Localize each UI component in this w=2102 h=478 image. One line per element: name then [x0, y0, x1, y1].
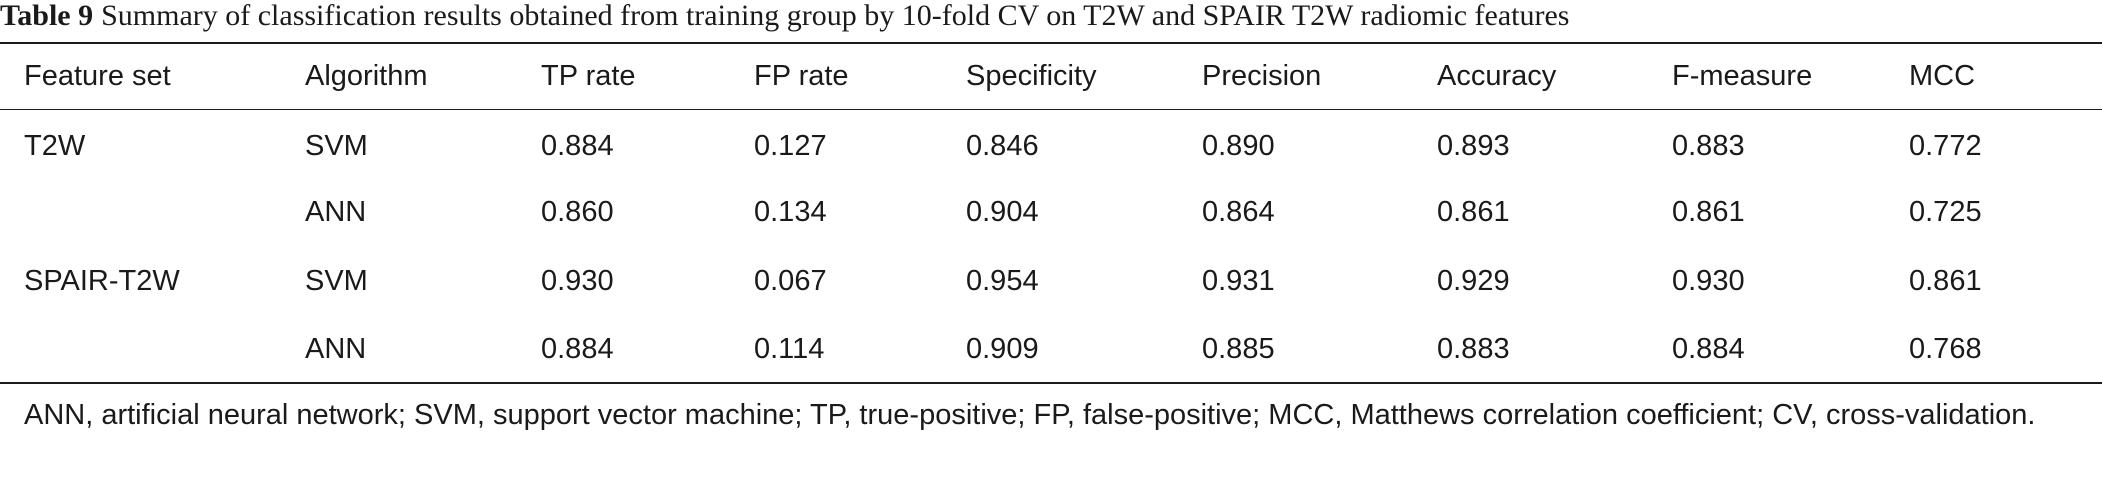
cell-accuracy: 0.929: [1437, 264, 1510, 297]
cell-feature-set: [0, 316, 281, 385]
cell-algorithm: SVM: [305, 264, 368, 297]
cell-algorithm: ANN: [305, 333, 367, 366]
cell-feature-set: T2W: [24, 129, 86, 162]
cell-fp-rate: 0.134: [754, 196, 827, 229]
cell-tp-rate: 0.930: [541, 264, 614, 297]
cell-accuracy: 0.893: [1437, 129, 1510, 162]
header-row: Feature set Algorithm TP rate FP rate Sp…: [0, 42, 2102, 110]
column-header-f-measure: F-measure: [1672, 59, 1813, 92]
table-row: SPAIR-T2W SVM 0.930 0.067 0.954 0.931 0.…: [0, 247, 2102, 316]
cell-mcc: 0.725: [1909, 196, 1982, 229]
column-header-accuracy: Accuracy: [1437, 59, 1557, 92]
table-title: Summary of classification results obtain…: [101, 0, 1570, 32]
column-header-feature-set: Feature set: [24, 59, 171, 92]
column-header-mcc: MCC: [1909, 59, 1976, 92]
cell-algorithm: SVM: [305, 129, 368, 162]
table-footnote: ANN, artificial neural network; SVM, sup…: [24, 399, 2036, 431]
cell-specificity: 0.909: [966, 333, 1039, 366]
table-row: T2W SVM 0.884 0.127 0.846 0.890 0.893 0.…: [0, 110, 2102, 179]
cell-specificity: 0.846: [966, 129, 1039, 162]
column-header-precision: Precision: [1202, 59, 1322, 92]
cell-fp-rate: 0.114: [754, 333, 825, 366]
cell-fp-rate: 0.067: [754, 264, 827, 297]
cell-accuracy: 0.861: [1437, 196, 1510, 229]
column-header-algorithm: Algorithm: [305, 59, 428, 92]
cell-precision: 0.890: [1202, 129, 1275, 162]
cell-mcc: 0.772: [1909, 129, 1982, 162]
cell-accuracy: 0.883: [1437, 333, 1510, 366]
cell-feature-set: [0, 179, 281, 248]
header-rule: [0, 109, 2102, 110]
results-table: Feature set Algorithm TP rate FP rate Sp…: [0, 42, 2102, 384]
cell-precision: 0.931: [1202, 264, 1275, 297]
cell-tp-rate: 0.884: [541, 333, 614, 366]
column-header-specificity: Specificity: [966, 59, 1097, 92]
table-row: ANN 0.860 0.134 0.904 0.864 0.861 0.861 …: [0, 179, 2102, 248]
cell-specificity: 0.904: [966, 196, 1039, 229]
cell-tp-rate: 0.884: [541, 129, 614, 162]
cell-f-measure: 0.883: [1672, 129, 1745, 162]
table-row: ANN 0.884 0.114 0.909 0.885 0.883 0.884 …: [0, 316, 2102, 385]
cell-algorithm: ANN: [305, 196, 367, 229]
cell-tp-rate: 0.860: [541, 196, 614, 229]
cell-specificity: 0.954: [966, 264, 1039, 297]
table-caption: Table 9 Summary of classification results…: [0, 0, 1569, 36]
top-rule: [0, 42, 2102, 44]
column-header-fp-rate: FP rate: [754, 59, 849, 92]
cell-precision: 0.885: [1202, 333, 1275, 366]
column-header-tp-rate: TP rate: [541, 59, 636, 92]
cell-f-measure: 0.930: [1672, 264, 1745, 297]
cell-f-measure: 0.884: [1672, 333, 1745, 366]
bottom-rule: [0, 382, 2102, 384]
cell-feature-set: SPAIR-T2W: [24, 264, 180, 297]
cell-fp-rate: 0.127: [754, 129, 827, 162]
cell-f-measure: 0.861: [1672, 196, 1745, 229]
cell-mcc: 0.768: [1909, 333, 1982, 366]
cell-precision: 0.864: [1202, 196, 1275, 229]
table-number: Table 9: [0, 0, 94, 32]
cell-mcc: 0.861: [1909, 264, 1982, 297]
